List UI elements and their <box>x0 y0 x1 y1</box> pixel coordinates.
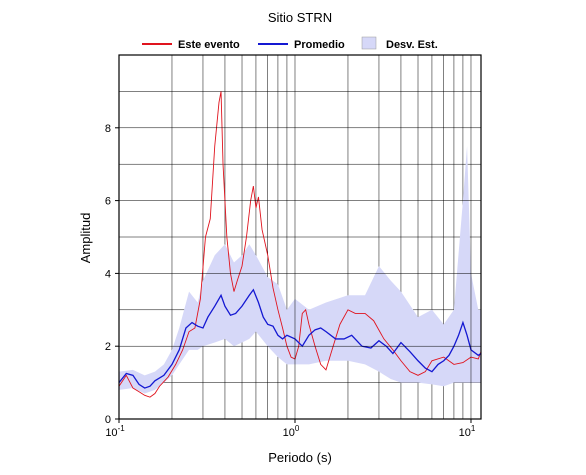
x-axis-label: Periodo (s) <box>268 450 332 465</box>
series-line <box>118 288 482 389</box>
x-tick-exponent: 0 <box>295 424 300 433</box>
x-tick-label: 100 <box>283 424 300 439</box>
x-tick-base: 10 <box>283 427 295 439</box>
x-tick-exponent: 1 <box>471 424 476 433</box>
series-line <box>118 91 482 398</box>
y-axis-label: Amplitud <box>78 213 93 264</box>
y-tick-label: 4 <box>105 268 111 280</box>
x-tick-base: 10 <box>459 427 471 439</box>
x-tick-exponent: -1 <box>118 424 126 433</box>
x-tick-label: 10-1 <box>105 424 125 439</box>
y-tick-label: 2 <box>105 341 111 353</box>
legend-label: Desv. Est. <box>386 39 438 51</box>
plot-area <box>118 91 482 398</box>
std-band <box>119 146 481 394</box>
y-tick-label: 8 <box>105 123 111 135</box>
x-tick-base: 10 <box>105 427 117 439</box>
legend-label: Promedio <box>294 39 345 51</box>
x-tick-label: 101 <box>459 424 476 439</box>
y-tick-label: 0 <box>105 414 111 426</box>
legend-label: Este evento <box>178 39 240 51</box>
legend-swatch <box>361 36 377 50</box>
chart-title: Sitio STRN <box>268 10 332 25</box>
plot-frame <box>118 54 482 420</box>
y-tick-label: 6 <box>105 196 111 208</box>
